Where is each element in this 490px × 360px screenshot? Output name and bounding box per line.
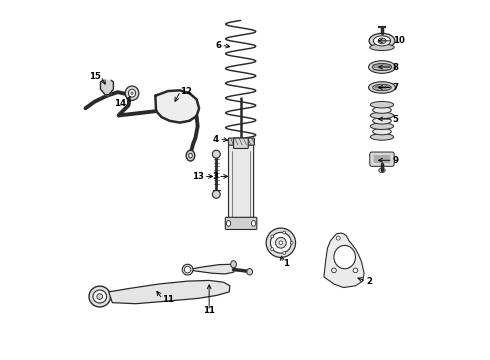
- Ellipse shape: [283, 231, 286, 234]
- Ellipse shape: [373, 84, 392, 91]
- Ellipse shape: [93, 290, 107, 303]
- Text: 6: 6: [215, 41, 221, 50]
- Polygon shape: [188, 264, 235, 274]
- Ellipse shape: [251, 221, 256, 226]
- Ellipse shape: [370, 102, 393, 108]
- Text: 2: 2: [366, 276, 372, 285]
- Ellipse shape: [266, 228, 295, 257]
- Ellipse shape: [378, 38, 386, 44]
- Text: 7: 7: [393, 83, 399, 92]
- Ellipse shape: [212, 150, 220, 158]
- Text: 12: 12: [180, 86, 193, 95]
- Ellipse shape: [370, 123, 393, 130]
- Ellipse shape: [186, 150, 195, 161]
- Ellipse shape: [353, 268, 358, 273]
- Text: 13: 13: [192, 172, 204, 181]
- Ellipse shape: [336, 236, 340, 240]
- Ellipse shape: [373, 129, 392, 135]
- FancyBboxPatch shape: [225, 217, 257, 229]
- Polygon shape: [155, 90, 199, 123]
- Text: 9: 9: [393, 156, 399, 165]
- Ellipse shape: [97, 294, 102, 300]
- FancyBboxPatch shape: [234, 138, 248, 148]
- Ellipse shape: [189, 153, 192, 158]
- Ellipse shape: [125, 86, 139, 100]
- Text: 8: 8: [393, 63, 399, 72]
- Ellipse shape: [370, 134, 393, 140]
- Text: 1: 1: [283, 259, 289, 268]
- Ellipse shape: [184, 266, 191, 273]
- FancyBboxPatch shape: [228, 144, 254, 225]
- Ellipse shape: [128, 89, 136, 97]
- FancyBboxPatch shape: [228, 138, 254, 145]
- Ellipse shape: [131, 92, 133, 94]
- Ellipse shape: [370, 112, 393, 119]
- Ellipse shape: [373, 36, 391, 46]
- Ellipse shape: [270, 248, 273, 251]
- Ellipse shape: [247, 269, 252, 275]
- Ellipse shape: [231, 261, 236, 268]
- Text: 11: 11: [203, 306, 215, 315]
- Ellipse shape: [283, 252, 286, 255]
- Ellipse shape: [373, 118, 392, 124]
- Ellipse shape: [226, 221, 231, 226]
- Ellipse shape: [270, 232, 291, 253]
- Ellipse shape: [290, 241, 293, 244]
- Ellipse shape: [279, 241, 283, 244]
- Ellipse shape: [275, 237, 286, 248]
- Ellipse shape: [270, 235, 273, 238]
- Ellipse shape: [368, 82, 395, 93]
- Ellipse shape: [89, 286, 111, 307]
- Text: 3: 3: [212, 172, 218, 181]
- Ellipse shape: [368, 61, 395, 73]
- Text: 5: 5: [393, 114, 399, 123]
- Ellipse shape: [372, 63, 392, 71]
- Ellipse shape: [369, 33, 395, 48]
- FancyBboxPatch shape: [370, 152, 394, 166]
- Ellipse shape: [334, 246, 355, 269]
- Text: 15: 15: [89, 72, 101, 81]
- Ellipse shape: [379, 168, 385, 172]
- Text: 4: 4: [213, 135, 219, 144]
- Ellipse shape: [370, 44, 394, 50]
- Text: 14: 14: [114, 99, 126, 108]
- Ellipse shape: [373, 107, 392, 113]
- Text: 11: 11: [163, 294, 174, 303]
- Text: 10: 10: [393, 36, 405, 45]
- Polygon shape: [324, 233, 364, 288]
- Ellipse shape: [182, 264, 193, 275]
- Polygon shape: [109, 280, 230, 304]
- Polygon shape: [100, 80, 113, 95]
- Ellipse shape: [212, 190, 220, 198]
- Ellipse shape: [332, 268, 336, 273]
